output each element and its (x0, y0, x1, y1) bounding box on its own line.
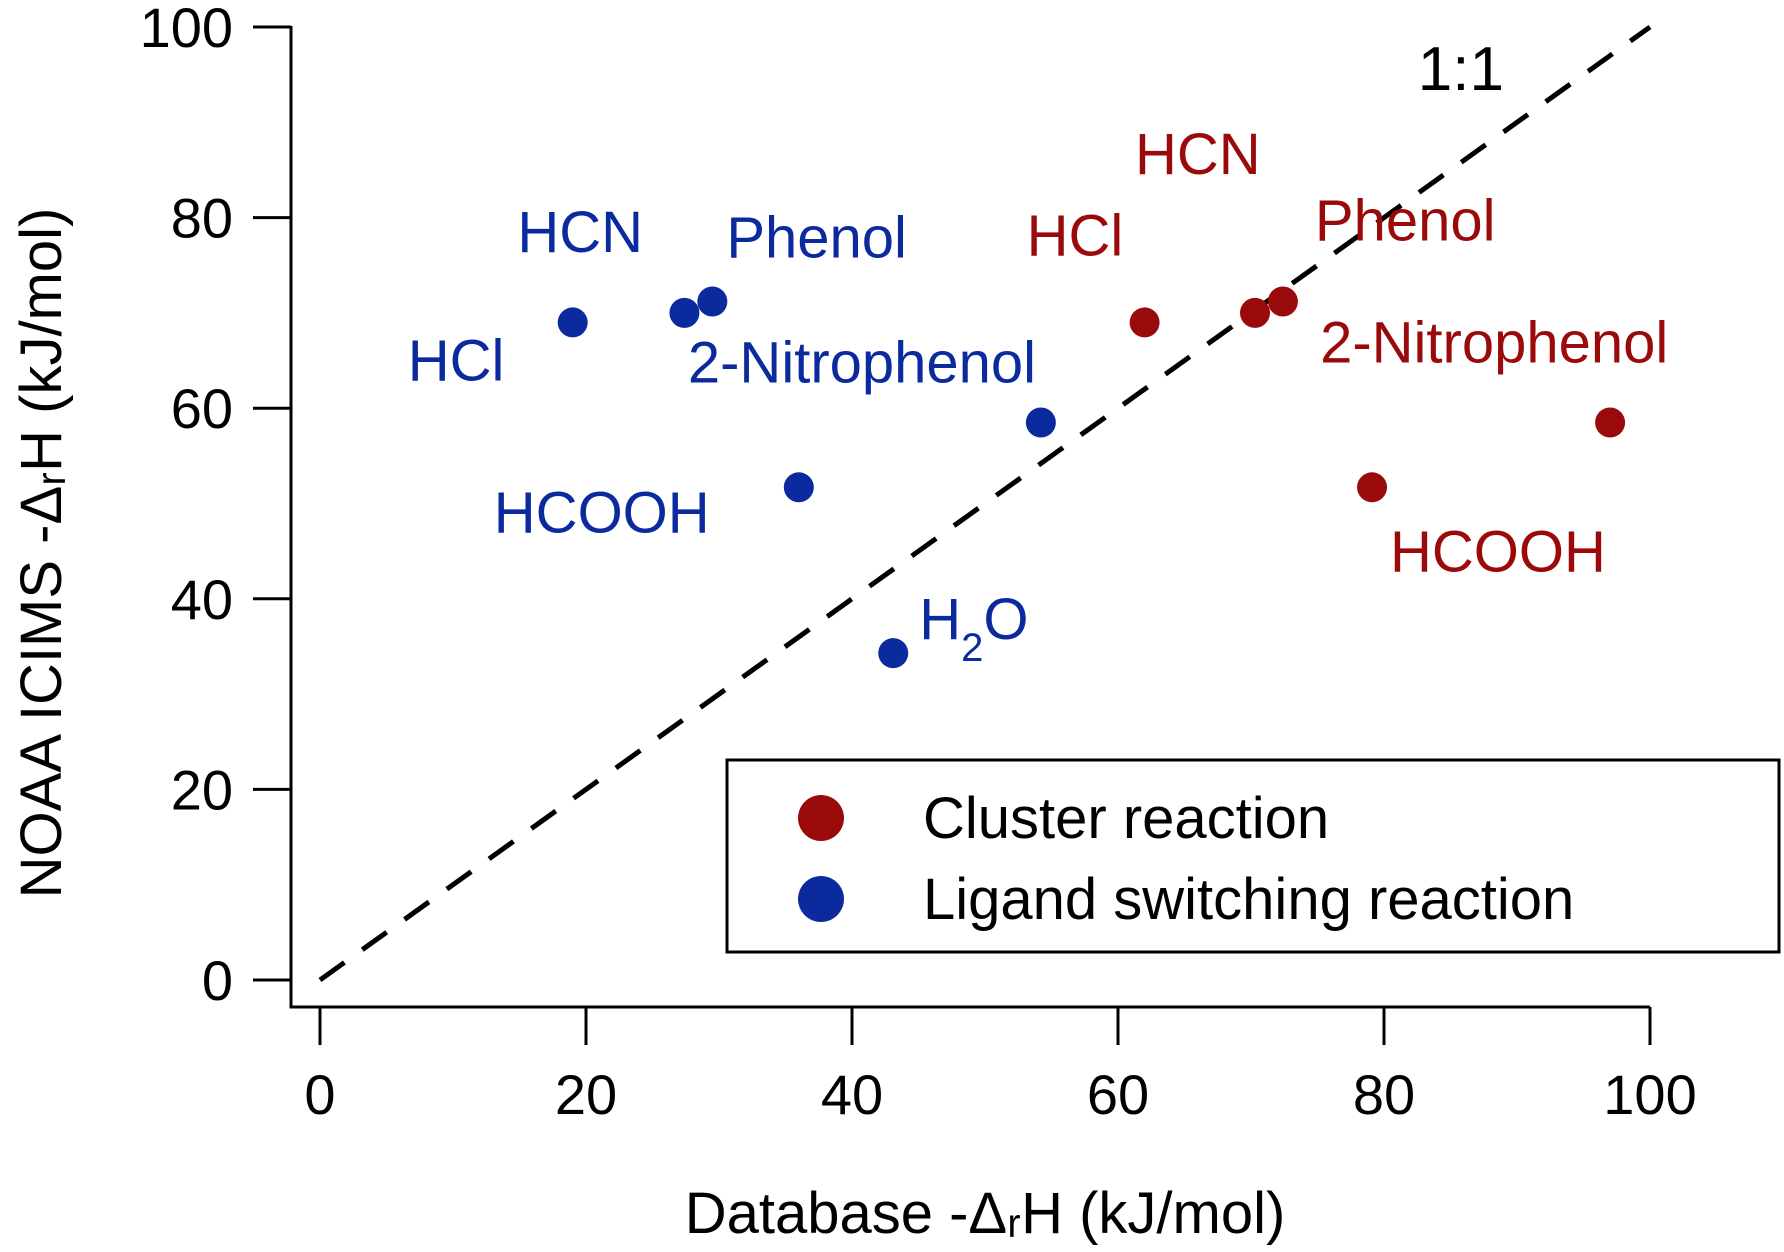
x-axis-title: Database -ΔᵣH (kJ/mol) (685, 1181, 1286, 1246)
y-tick-label: 80 (171, 187, 233, 250)
data-label-cluster: HCN (1135, 122, 1261, 187)
axes-group: 0 20 40 60 80 100 0 20 40 60 80 100 Database -ΔᵣH (k… (9, 0, 1697, 1246)
data-point-cluster (1239, 297, 1270, 328)
x-tick-label: 60 (1087, 1063, 1149, 1126)
data-point-ligand (1025, 407, 1056, 438)
y-tick-label: 100 (140, 0, 233, 59)
legend-label: Cluster reaction (923, 786, 1329, 851)
legend-marker (798, 795, 844, 841)
data-point-cluster (1267, 286, 1298, 317)
data-label-cluster: 2-Nitrophenol (1320, 310, 1668, 375)
data-point-ligand (697, 286, 728, 317)
data-label-cluster: HCl (1027, 203, 1124, 268)
x-tick-label: 100 (1603, 1063, 1696, 1126)
data-label-ligand: HCN (517, 200, 643, 265)
data-label-ligand: Phenol (726, 205, 907, 270)
data-label-cluster: HCOOH (1390, 519, 1606, 584)
x-tick-label: 20 (555, 1063, 617, 1126)
y-tick-label: 40 (171, 568, 233, 631)
one-to-one-line (318, 24, 1652, 983)
one-to-one-label: 1:1 (1418, 35, 1504, 104)
data-point-cluster (1129, 307, 1160, 338)
legend-box (725, 758, 1781, 954)
legend-group: Cluster reaction Ligand switching reactio… (725, 758, 1781, 954)
y-tick-label: 60 (171, 377, 233, 440)
data-label-ligand: 2-Nitrophenol (688, 330, 1036, 395)
data-point-cluster (1595, 407, 1626, 438)
reference-line-group: 1:1 (318, 24, 1652, 983)
y-tick-label: 20 (171, 758, 233, 821)
legend-marker (798, 876, 844, 922)
x-tick-label: 80 (1353, 1063, 1415, 1126)
data-label-ligand: HCOOH (494, 480, 710, 545)
data-label-ligand: H2O (919, 587, 1028, 670)
y-tick-label: 0 (202, 949, 233, 1012)
data-point-cluster (1357, 472, 1388, 503)
data-label-ligand: HCl (408, 328, 505, 393)
data-point-ligand (783, 472, 814, 503)
data-point-ligand (878, 638, 909, 669)
x-tick-label: 40 (821, 1063, 883, 1126)
data-point-ligand (557, 307, 588, 338)
legend-label: Ligand switching reaction (923, 867, 1574, 932)
data-label-cluster: Phenol (1315, 188, 1496, 253)
data-point-ligand (669, 297, 700, 328)
points-group (557, 286, 1626, 669)
y-axis-title: NOAA ICIMS -ΔᵣH (kJ/mol) (9, 208, 74, 899)
x-tick-label: 0 (304, 1063, 335, 1126)
